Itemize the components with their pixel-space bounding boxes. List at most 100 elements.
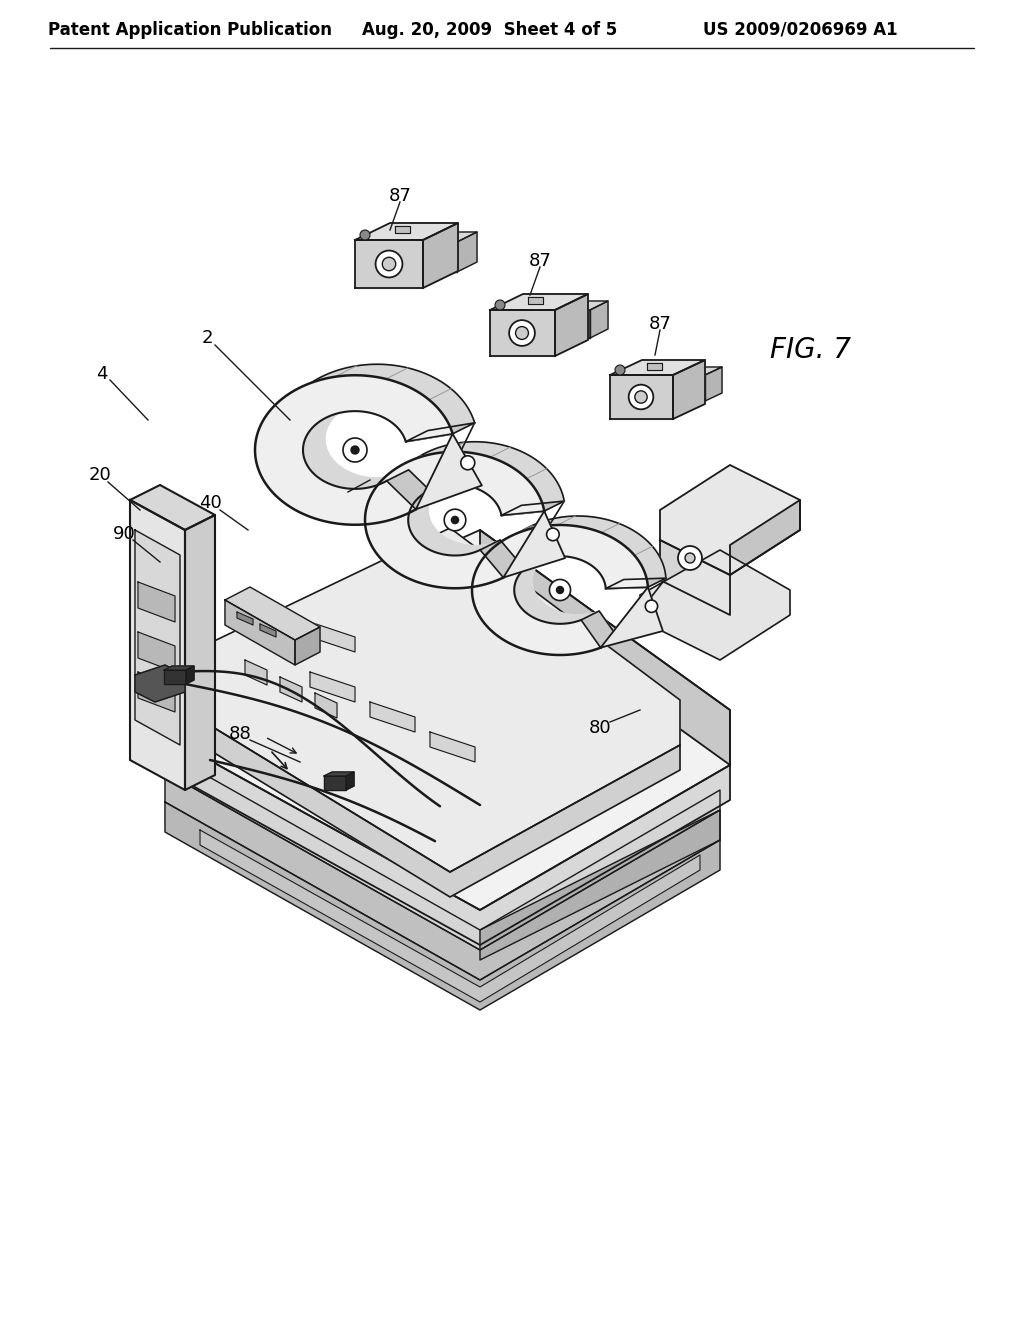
Polygon shape [590,301,608,338]
Polygon shape [315,693,337,718]
Text: 4: 4 [96,366,108,383]
Text: 88: 88 [228,725,251,743]
Text: 92: 92 [327,488,349,507]
Polygon shape [425,242,457,272]
Polygon shape [365,451,544,589]
Polygon shape [185,515,215,789]
Polygon shape [490,310,555,356]
Polygon shape [606,578,666,589]
Circle shape [635,391,647,403]
Polygon shape [185,528,680,873]
Polygon shape [135,665,185,702]
Polygon shape [324,772,354,776]
Polygon shape [138,632,175,672]
Polygon shape [385,442,564,578]
Circle shape [615,366,625,375]
Circle shape [351,446,359,454]
Circle shape [452,516,459,524]
Polygon shape [165,752,720,950]
Polygon shape [255,375,453,525]
Text: 40: 40 [199,494,221,512]
Polygon shape [560,310,590,338]
Polygon shape [705,367,722,401]
Polygon shape [610,375,673,418]
Polygon shape [582,611,618,648]
Text: 87: 87 [388,187,412,205]
Polygon shape [430,733,475,762]
Circle shape [556,586,563,594]
Circle shape [550,579,570,601]
Polygon shape [423,223,458,288]
Polygon shape [200,830,700,1002]
Polygon shape [225,601,295,665]
Polygon shape [370,702,415,733]
Polygon shape [165,803,720,1010]
Text: 80: 80 [589,719,611,737]
Polygon shape [406,422,475,442]
Text: 87: 87 [528,252,552,271]
Polygon shape [237,612,253,624]
Circle shape [360,230,370,240]
Text: FIG. 7: FIG. 7 [770,337,851,364]
Polygon shape [225,587,319,640]
Circle shape [382,257,395,271]
Polygon shape [395,226,410,234]
Circle shape [685,553,695,564]
Polygon shape [502,502,564,515]
Polygon shape [278,364,475,513]
Polygon shape [640,550,790,660]
Polygon shape [472,525,648,655]
Circle shape [515,326,528,339]
Circle shape [629,384,653,409]
Polygon shape [660,540,730,615]
Polygon shape [601,587,663,648]
Polygon shape [164,671,186,684]
Polygon shape [457,232,477,272]
Circle shape [495,300,505,310]
Text: 87: 87 [648,315,672,333]
Text: 90: 90 [113,525,135,543]
Polygon shape [138,672,175,711]
Polygon shape [677,367,722,375]
Polygon shape [528,297,543,304]
Polygon shape [324,776,346,789]
Polygon shape [295,627,319,665]
Polygon shape [480,540,523,578]
Polygon shape [155,730,730,945]
Polygon shape [164,667,194,671]
Polygon shape [416,434,482,510]
Polygon shape [310,622,355,652]
Polygon shape [660,465,800,576]
Polygon shape [245,660,267,685]
Polygon shape [555,294,588,356]
Circle shape [547,528,559,541]
Circle shape [376,251,402,277]
Polygon shape [346,772,354,789]
Circle shape [678,546,702,570]
Text: Aug. 20, 2009  Sheet 4 of 5: Aug. 20, 2009 Sheet 4 of 5 [362,21,617,40]
Polygon shape [165,772,720,979]
Text: 2: 2 [202,329,213,347]
Text: US 2009/0206969 A1: US 2009/0206969 A1 [702,21,897,40]
Polygon shape [730,500,800,576]
Polygon shape [677,375,705,401]
Polygon shape [387,470,438,510]
Circle shape [343,438,367,462]
Polygon shape [647,363,662,370]
Polygon shape [425,232,477,242]
Polygon shape [480,531,730,766]
Polygon shape [138,582,175,622]
Polygon shape [130,500,185,789]
Polygon shape [480,810,720,960]
Polygon shape [185,710,680,898]
Polygon shape [130,484,215,531]
Polygon shape [135,531,180,744]
Polygon shape [490,516,666,645]
Circle shape [461,455,475,470]
Polygon shape [673,360,705,418]
Text: 20: 20 [89,466,112,484]
Polygon shape [280,677,302,702]
Polygon shape [186,667,194,684]
Polygon shape [504,511,565,578]
Polygon shape [355,240,423,288]
